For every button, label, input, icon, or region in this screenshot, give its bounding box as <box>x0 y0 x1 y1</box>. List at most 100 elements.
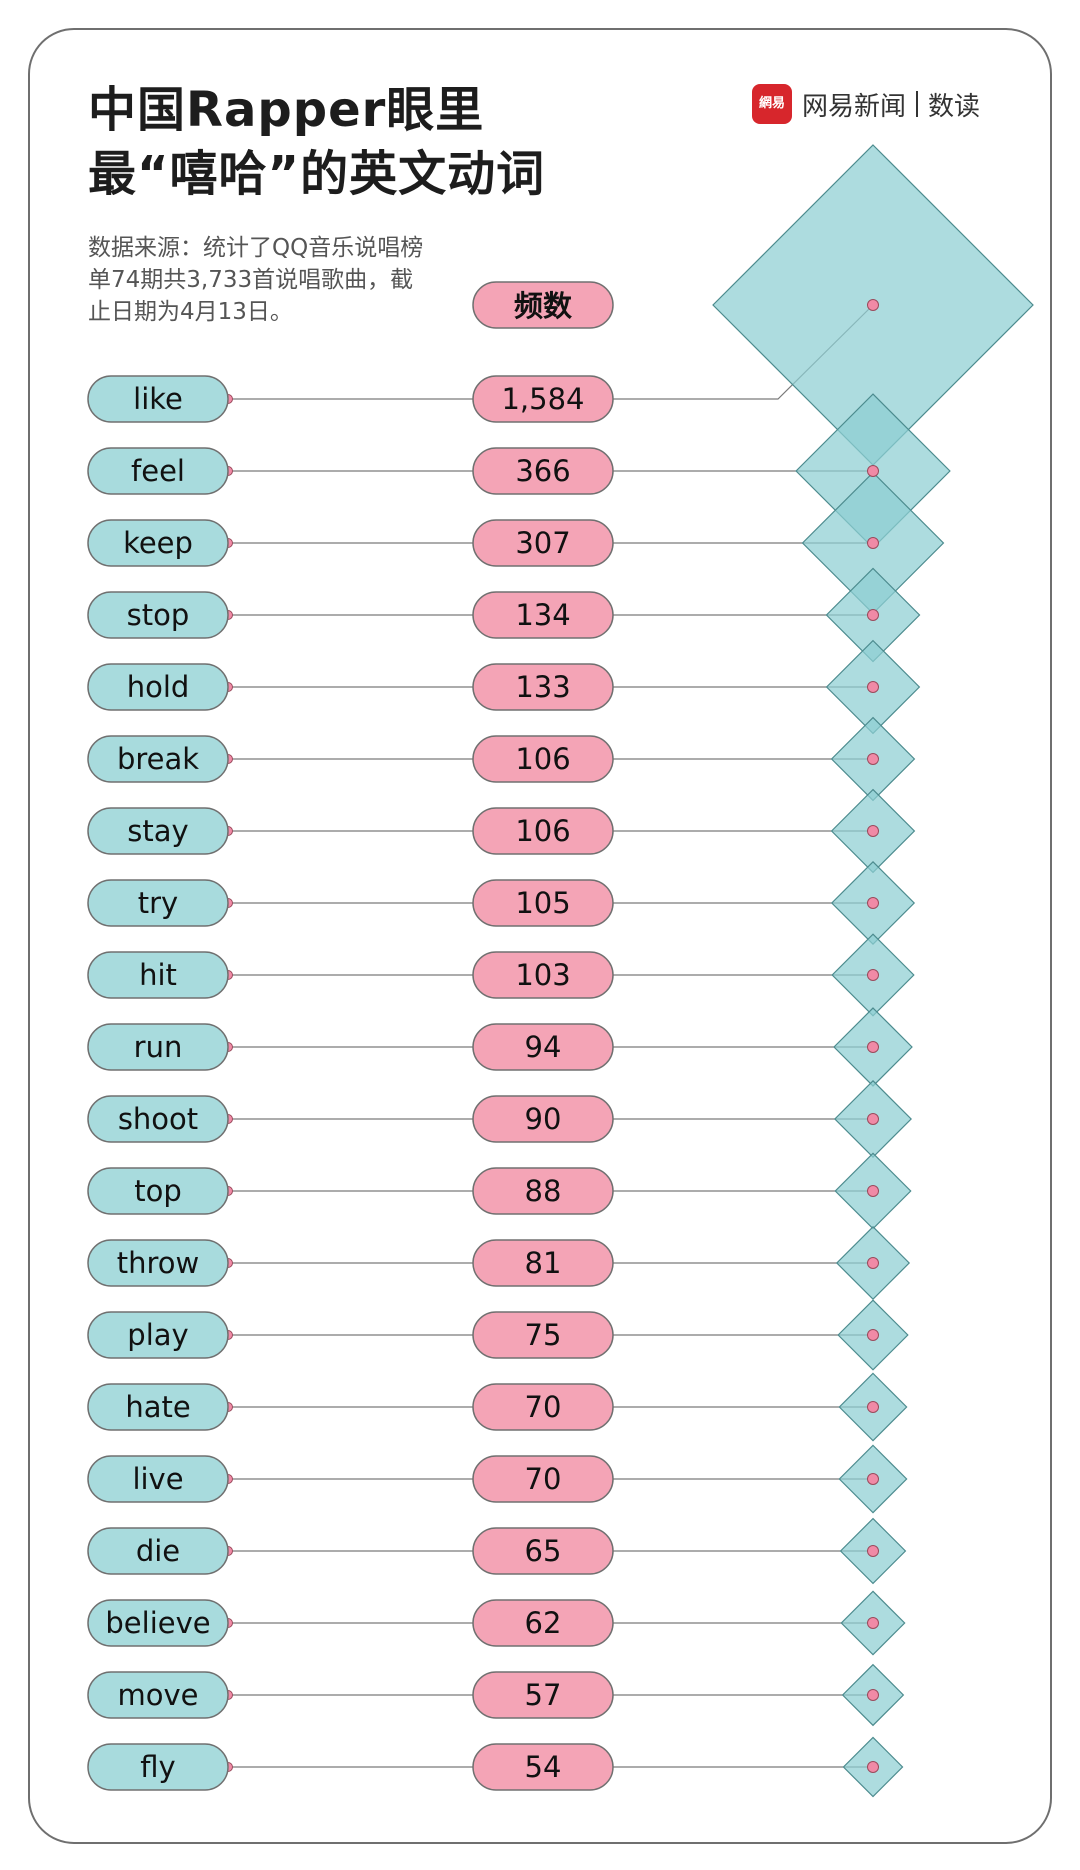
count-pill <box>472 1455 614 1503</box>
verb-label: believe <box>105 1606 210 1640</box>
diamond-center-dot <box>867 897 879 909</box>
verb-pill <box>87 447 229 495</box>
verb-label: stay <box>127 814 188 848</box>
count-label: 75 <box>525 1318 562 1352</box>
verb-pill <box>87 1239 229 1287</box>
count-label: 94 <box>525 1030 562 1064</box>
count-pill <box>472 951 614 999</box>
verb-pill <box>87 879 229 927</box>
count-pill <box>472 375 614 423</box>
verb-label: run <box>134 1030 183 1064</box>
verb-pill <box>87 663 229 711</box>
verb-label: hit <box>139 958 177 992</box>
count-label: 103 <box>515 958 570 992</box>
verb-label: move <box>118 1678 199 1712</box>
count-pill <box>472 1383 614 1431</box>
count-pill <box>472 1239 614 1287</box>
diamond-center-dot <box>867 1473 879 1485</box>
count-label: 88 <box>525 1174 562 1208</box>
brand-block: 網易 网易新闻 数读 <box>752 84 980 124</box>
title-line-2: 最“嘻哈”的英文动词 <box>88 146 546 202</box>
count-label: 366 <box>515 454 570 488</box>
count-pill <box>472 807 614 855</box>
verb-pill <box>87 1095 229 1143</box>
netease-logo-icon: 網易 <box>752 84 792 124</box>
verb-label: throw <box>117 1246 200 1280</box>
count-pill <box>472 1527 614 1575</box>
count-label: 105 <box>515 886 570 920</box>
verb-label: fly <box>140 1750 175 1784</box>
count-pill <box>472 1311 614 1359</box>
diamond-center-dot <box>867 537 879 549</box>
count-pill <box>472 1671 614 1719</box>
diamond-center-dot <box>867 1617 879 1629</box>
count-label: 106 <box>515 742 570 776</box>
count-pill <box>472 1743 614 1791</box>
verb-pill <box>87 1527 229 1575</box>
verb-label: die <box>136 1534 180 1568</box>
diamond-center-dot <box>867 1041 879 1053</box>
verb-pill <box>87 519 229 567</box>
count-pill <box>472 447 614 495</box>
diamond-center-dot <box>867 299 879 311</box>
verb-pill <box>87 951 229 999</box>
verb-pill <box>87 1383 229 1431</box>
count-pill <box>472 591 614 639</box>
verb-label: feel <box>131 454 185 488</box>
verb-label: keep <box>123 526 193 560</box>
verb-pill <box>87 1671 229 1719</box>
verb-label: live <box>132 1462 183 1496</box>
diamond-center-dot <box>867 609 879 621</box>
count-label: 54 <box>525 1750 562 1784</box>
diamond-center-dot <box>867 1545 879 1557</box>
diamond-center-dot <box>867 681 879 693</box>
verb-pill <box>87 735 229 783</box>
count-label: 70 <box>525 1390 562 1424</box>
count-pill <box>472 663 614 711</box>
title-line-1: 中国Rapper眼里 <box>88 82 485 138</box>
count-label: 106 <box>515 814 570 848</box>
verb-label: like <box>133 382 183 416</box>
count-pill <box>472 1095 614 1143</box>
diamond-center-dot <box>867 1185 879 1197</box>
verb-label: hold <box>127 670 190 704</box>
chart-title: 中国Rapper眼里 最“嘻哈”的英文动词 <box>88 78 545 206</box>
verb-label: stop <box>127 598 190 632</box>
diamond-center-dot <box>867 1689 879 1701</box>
verb-label: try <box>138 886 178 920</box>
count-pill <box>472 1023 614 1071</box>
verb-pill <box>87 375 229 423</box>
verb-label: top <box>134 1174 182 1208</box>
column-header-label: 频数 <box>514 289 573 323</box>
diamond-center-dot <box>867 1761 879 1773</box>
count-label: 133 <box>515 670 570 704</box>
count-label: 62 <box>525 1606 562 1640</box>
diamond-center-dot <box>867 753 879 765</box>
verb-pill <box>87 1455 229 1503</box>
diamond-center-dot <box>867 825 879 837</box>
verb-label: break <box>117 742 199 776</box>
count-pill <box>472 1599 614 1647</box>
verb-pill <box>87 1599 229 1647</box>
count-label: 1,584 <box>501 382 584 416</box>
count-pill <box>472 1167 614 1215</box>
diamond-center-dot <box>867 969 879 981</box>
count-label: 57 <box>525 1678 562 1712</box>
count-label: 65 <box>525 1534 562 1568</box>
verb-label: play <box>127 1318 188 1352</box>
brand-divider <box>916 91 919 117</box>
diamond-center-dot <box>867 1329 879 1341</box>
verb-label: hate <box>125 1390 190 1424</box>
verb-pill <box>87 1743 229 1791</box>
pill-layer: 频数 like 1,584 feel 366 keep 307 stop 134 hold 133 b… <box>87 281 614 1791</box>
count-label: 307 <box>515 526 570 560</box>
diamond-center-dot <box>867 1257 879 1269</box>
count-label: 81 <box>525 1246 562 1280</box>
count-pill <box>472 735 614 783</box>
column-header-pill <box>472 281 614 329</box>
count-label: 90 <box>525 1102 562 1136</box>
verb-pill <box>87 591 229 639</box>
source-note: 数据来源：统计了QQ音乐说唱榜单74期共3,733首说唱歌曲，截止日期为4月13… <box>88 235 424 325</box>
diamond-center-dot <box>867 1401 879 1413</box>
